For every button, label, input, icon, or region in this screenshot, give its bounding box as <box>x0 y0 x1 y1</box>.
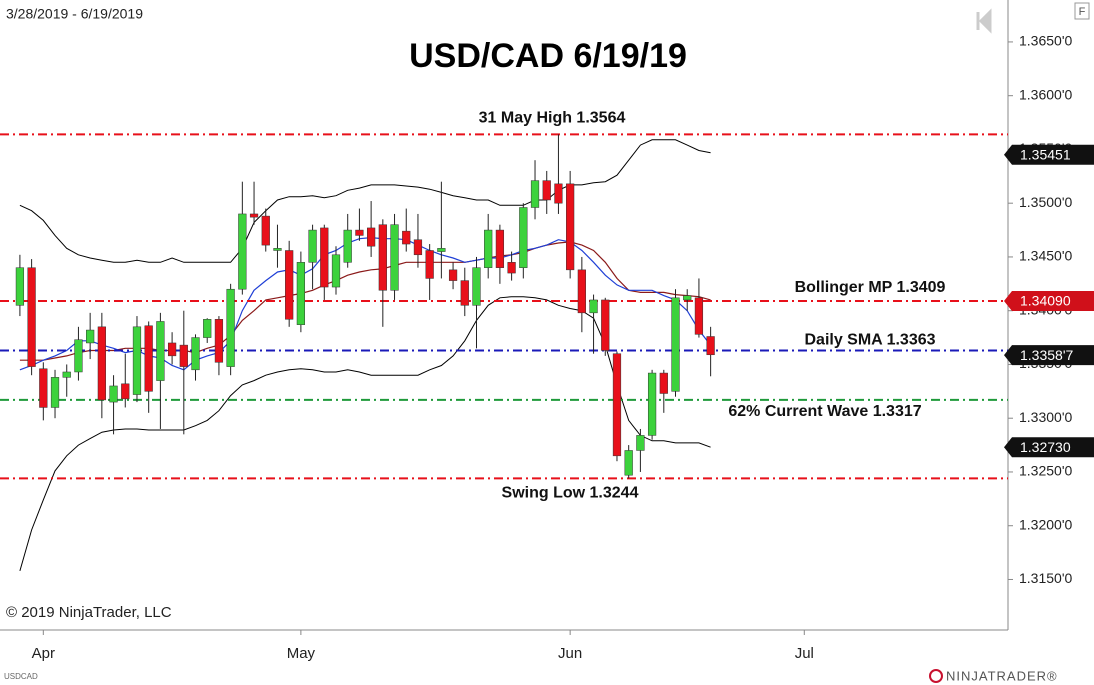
candle-body <box>671 297 680 392</box>
candle-body <box>167 342 177 357</box>
candle-body <box>355 229 364 236</box>
candle-body <box>273 248 282 251</box>
scroll-icon[interactable] <box>976 8 992 34</box>
candle-body <box>566 183 575 271</box>
candle-body <box>343 229 352 263</box>
candle-body <box>238 213 247 290</box>
candle-body <box>214 319 224 363</box>
candle-body <box>425 250 434 279</box>
candle-body <box>554 183 563 204</box>
y-tick-label: 1.3450'0 <box>1019 248 1072 264</box>
y-tick-label: 1.3650'0 <box>1019 33 1072 49</box>
candle-body <box>413 239 423 256</box>
date-range: 3/28/2019 - 6/19/2019 <box>6 6 143 22</box>
candle-body <box>132 326 142 395</box>
candle-body <box>261 215 270 246</box>
level-label: Swing Low 1.3244 <box>502 485 639 502</box>
candle-body <box>285 250 294 320</box>
candle-body <box>367 227 376 247</box>
price-marker <box>1004 291 1094 312</box>
candle-body <box>74 339 83 373</box>
y-tick-label: 1.3250'0 <box>1019 463 1072 479</box>
x-tick-label: May <box>287 645 316 662</box>
x-tick-label: Jun <box>558 645 582 662</box>
candle-body <box>109 385 118 403</box>
candle-body <box>495 229 505 268</box>
candle-body <box>507 262 516 274</box>
candle-body <box>144 325 153 392</box>
brand: NINJATRADER® <box>946 668 1058 683</box>
menu-button-label[interactable]: F <box>1079 6 1086 18</box>
copyright: © 2019 NinjaTrader, LLC <box>6 604 172 621</box>
candle-body <box>577 269 586 314</box>
candle-body <box>15 267 25 306</box>
candle-body <box>62 371 71 378</box>
candle-body <box>203 319 212 338</box>
candle-body <box>659 372 668 394</box>
bollinger-lower <box>19 296 711 572</box>
bollinger-upper <box>19 139 711 263</box>
y-tick-label: 1.3150'0 <box>1019 570 1072 586</box>
candle-body <box>86 329 95 344</box>
menu-button[interactable] <box>1074 2 1090 20</box>
price-marker-label: 1.35451 <box>1020 146 1071 162</box>
price-marker-label: 1.32730 <box>1020 439 1071 455</box>
x-tick-label: Apr <box>32 645 55 662</box>
candle-body <box>706 336 715 356</box>
candle-body <box>378 224 387 291</box>
candle-body <box>519 207 528 268</box>
level-label: 62% Current Wave 1.3317 <box>728 403 921 420</box>
candle-body <box>647 372 657 436</box>
candle-body <box>694 297 704 335</box>
y-tick-label: 1.3200'0 <box>1019 516 1072 532</box>
price-marker <box>1004 345 1094 366</box>
candle-body <box>460 280 469 306</box>
candle-body <box>296 262 305 325</box>
level-label: 31 May High 1.3564 <box>479 110 626 127</box>
candle-body <box>612 353 622 457</box>
candle-body <box>437 248 446 252</box>
candle-body <box>484 229 493 268</box>
candle-body <box>156 321 165 381</box>
candle-body <box>472 267 481 306</box>
level-label: Bollinger MP 1.3409 <box>795 279 946 296</box>
chart-title: USD/CAD 6/19/19 <box>409 37 687 75</box>
level-label: Daily SMA 1.3363 <box>804 332 935 349</box>
candle-body <box>390 224 399 291</box>
candle-body <box>179 344 188 367</box>
candle-body <box>121 383 130 400</box>
candle-body <box>683 295 692 301</box>
candle-body <box>308 229 317 263</box>
candle-body <box>402 230 411 245</box>
price-marker <box>1004 437 1094 458</box>
candle-body <box>636 435 645 451</box>
candle-body <box>249 213 259 218</box>
candle-body <box>191 337 200 371</box>
y-tick-label: 1.3500'0 <box>1019 194 1072 210</box>
candle-body <box>27 267 36 367</box>
candle-body <box>226 288 235 367</box>
candle-body <box>331 254 341 288</box>
candle-body <box>39 368 48 408</box>
candle-body <box>542 180 551 201</box>
candle-body <box>589 299 598 314</box>
candle-body <box>50 377 60 408</box>
y-tick-label: 1.3600'0 <box>1019 86 1072 102</box>
x-tick-label: Jul <box>795 645 814 662</box>
candle-body <box>624 450 633 476</box>
price-marker <box>1004 144 1094 165</box>
instrument: USDCAD <box>4 672 38 681</box>
candle-body <box>601 299 610 351</box>
candle-body <box>530 180 540 208</box>
candle-body <box>448 269 458 281</box>
candle-body <box>97 326 106 401</box>
price-marker-label: 1.3358'7 <box>1020 347 1073 363</box>
y-tick-label: 1.3300'0 <box>1019 409 1072 425</box>
brand-logo <box>929 669 943 683</box>
price-marker-label: 1.34090 <box>1020 293 1071 309</box>
candle-body <box>320 227 329 288</box>
